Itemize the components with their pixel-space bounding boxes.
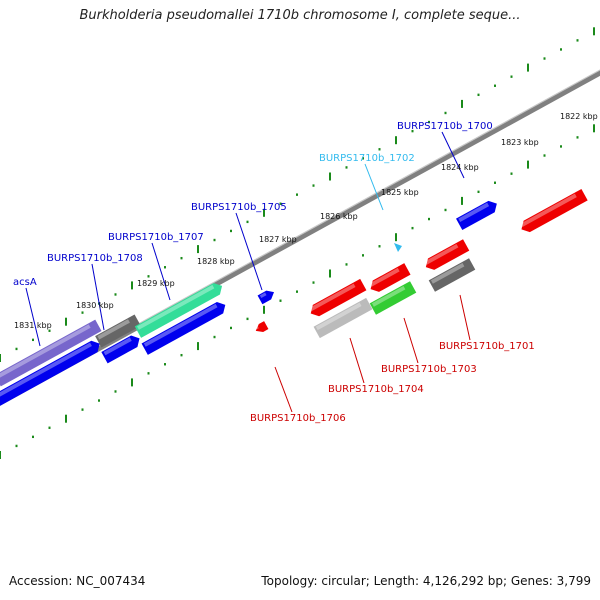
gene-1705 bbox=[257, 290, 275, 305]
leader-line bbox=[441, 131, 465, 179]
gene-label: BURPS1710b_1704 bbox=[328, 384, 424, 395]
gene-gray-2-body bbox=[428, 258, 476, 292]
leader-line bbox=[235, 212, 263, 291]
gene-1708-shine bbox=[103, 337, 132, 356]
gene-red-b-body bbox=[370, 263, 411, 292]
gene-1700-shine bbox=[458, 202, 490, 222]
gene-red-a-shine bbox=[309, 283, 356, 312]
gene-label: BURPS1710b_1701 bbox=[439, 341, 535, 352]
gene-1703-body bbox=[369, 281, 417, 315]
map-title: Burkholderia pseudomallei 1710b chromoso… bbox=[79, 8, 521, 23]
gene-label: acsA bbox=[13, 277, 37, 288]
backbone-line bbox=[0, 70, 600, 406]
gene-blue-lower-1-shine bbox=[0, 342, 92, 399]
scale-label: 1829 kbp bbox=[137, 279, 175, 288]
gene-1703-shine bbox=[371, 285, 406, 307]
leader-line bbox=[25, 287, 41, 347]
gene-red-a bbox=[309, 278, 367, 317]
gene-1704 bbox=[313, 297, 373, 339]
gene-1706 bbox=[255, 321, 269, 332]
gene-label: BURPS1710b_1707 bbox=[108, 232, 204, 243]
scale-label: 1828 kbp bbox=[197, 257, 235, 266]
gene-gray-1-shine bbox=[97, 319, 130, 340]
gene-1707-shine bbox=[137, 284, 215, 330]
gene-1704-body bbox=[313, 297, 373, 339]
scale-labels: 1831 kbp 1830 kbp 1829 kbp 1828 kbp 1827 kbp… bbox=[14, 112, 598, 330]
gene-1700-body bbox=[456, 200, 497, 231]
scale-label: 1826 kbp bbox=[320, 212, 358, 221]
gene-red-far bbox=[520, 188, 588, 233]
gene-1704-shine bbox=[315, 302, 362, 331]
gene-red-far-body bbox=[521, 188, 588, 233]
leader-line bbox=[91, 263, 105, 331]
topology-summary: Topology: circular; Length: 4,126,292 bp… bbox=[261, 574, 591, 588]
scale-label: 1823 kbp bbox=[501, 138, 539, 147]
leader-line bbox=[364, 163, 384, 211]
tick-marks bbox=[0, 27, 595, 459]
gene-red-c bbox=[424, 239, 470, 270]
gene-1703 bbox=[369, 281, 417, 315]
gene-red-c-shine bbox=[424, 243, 459, 265]
gene-label: BURPS1710b_1700 bbox=[397, 121, 493, 132]
gene-label: BURPS1710b_1706 bbox=[250, 413, 346, 424]
leader-line bbox=[151, 242, 171, 301]
gene-label: BURPS1710b_1708 bbox=[47, 253, 143, 264]
scale-label: 1825 kbp bbox=[381, 188, 419, 197]
gene-red-b bbox=[369, 263, 411, 292]
gene-acsA-shine bbox=[0, 324, 91, 379]
gene-gray-2-shine bbox=[430, 262, 465, 284]
gene-red-b-shine bbox=[369, 267, 400, 287]
gene-blue-lower-1-body bbox=[0, 340, 100, 407]
gene-red-a-body bbox=[310, 278, 367, 317]
gene-1705-body bbox=[257, 290, 275, 305]
leader-line bbox=[459, 294, 471, 341]
leader-line bbox=[349, 337, 365, 384]
gene-1707-body bbox=[134, 283, 223, 338]
gene-1706-shine bbox=[255, 325, 259, 330]
chromosome-backbone bbox=[0, 69, 600, 406]
gene-label: BURPS1710b_1705 bbox=[191, 202, 287, 213]
gene-1706-body bbox=[255, 321, 269, 332]
gene-blue-lower-2-body bbox=[141, 302, 226, 355]
gene-gray-2 bbox=[428, 258, 476, 292]
gene-gray-1 bbox=[95, 314, 141, 348]
scale-label: 1827 kbp bbox=[259, 235, 297, 244]
scale-label: 1822 kbp bbox=[560, 112, 598, 121]
scale-label: 1831 kbp bbox=[14, 321, 52, 330]
label-leader-lines bbox=[25, 131, 471, 413]
gene-features bbox=[0, 188, 588, 407]
gene-1708 bbox=[101, 335, 140, 364]
gene-1700 bbox=[456, 200, 497, 231]
gene-1702 bbox=[394, 243, 402, 252]
scale-label: 1824 kbp bbox=[441, 163, 479, 172]
gene-1708-body bbox=[101, 335, 140, 364]
gene-blue-lower-2-shine bbox=[143, 303, 218, 347]
gene-1705-shine bbox=[259, 292, 267, 299]
scale-label: 1830 kbp bbox=[76, 301, 114, 310]
gene-acsA-body bbox=[0, 319, 102, 387]
gene-red-c-body bbox=[425, 239, 470, 270]
gene-blue-lower-2 bbox=[141, 302, 226, 355]
leader-line bbox=[403, 317, 419, 364]
leader-line bbox=[274, 366, 293, 413]
gene-gray-1-body bbox=[95, 314, 141, 348]
accession-text: Accession: NC_007434 bbox=[9, 574, 146, 588]
gene-label: BURPS1710b_1703 bbox=[381, 364, 477, 375]
gene-1707 bbox=[134, 283, 223, 338]
gene-red-far-shine bbox=[520, 193, 577, 227]
gene-label: BURPS1710b_1702 bbox=[319, 153, 415, 164]
gene-acsA bbox=[0, 319, 102, 387]
gene-blue-lower-1 bbox=[0, 340, 100, 407]
gene-labels: acsA BURPS1710b_1708 BURPS1710b_1707 BURPS1… bbox=[13, 121, 535, 424]
